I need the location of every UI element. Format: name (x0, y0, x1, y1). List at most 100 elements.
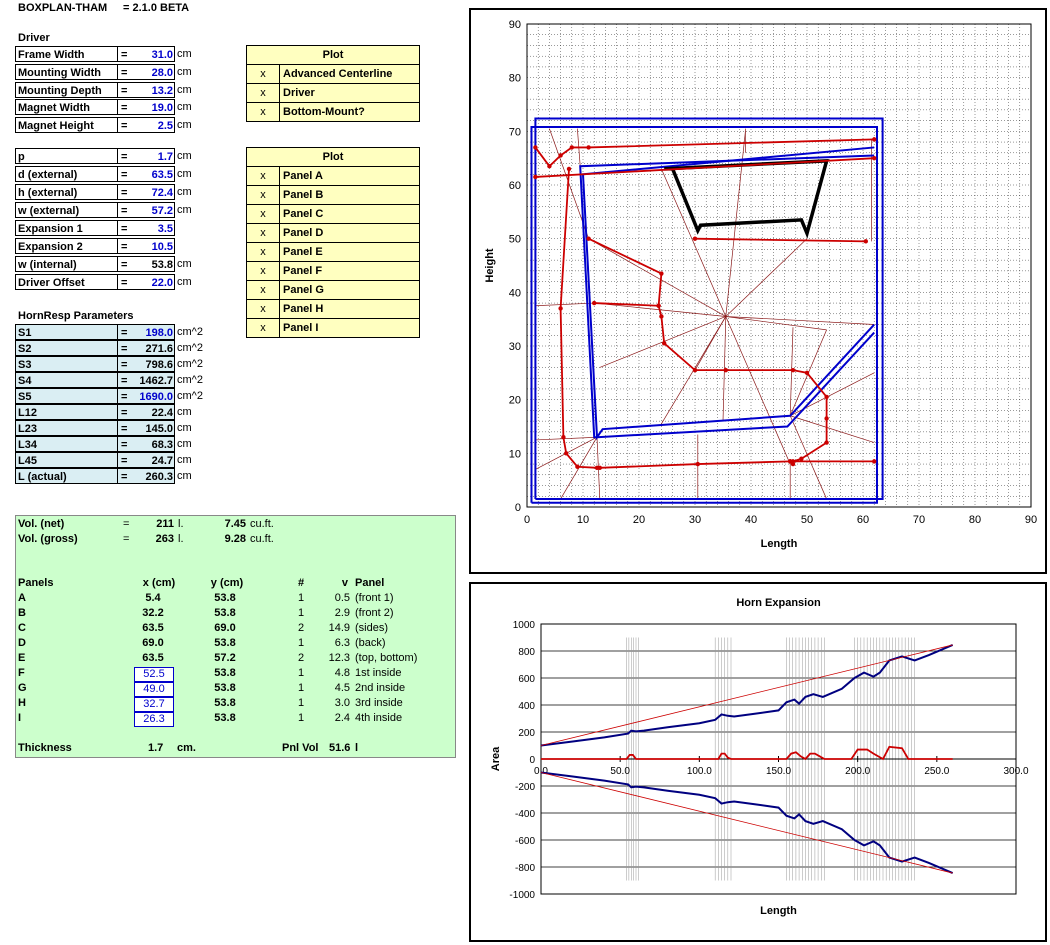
param-value[interactable]: 68.3 (133, 436, 175, 452)
plot-option-label: Panel E (283, 246, 323, 258)
param-value[interactable]: 22.4 (133, 404, 175, 420)
panel-x[interactable]: 52.5 (134, 667, 174, 682)
panels-block: Vol. (net) = 211 l. 7.45 cu.ft. Vol. (gr… (15, 515, 456, 758)
plot-option-checkbox[interactable]: x (247, 205, 280, 223)
series-line-6 (535, 157, 875, 178)
panel-x[interactable]: 32.7 (134, 697, 174, 712)
plot-option-row[interactable]: x Panel D (247, 224, 419, 243)
panel-y: 53.8 (214, 607, 236, 619)
param-value[interactable]: 24.7 (133, 452, 175, 468)
plot-option-checkbox[interactable]: x (247, 167, 280, 185)
param-value[interactable]: 53.8 (133, 256, 175, 272)
plot-option-checkbox[interactable]: x (247, 319, 280, 337)
data-point (659, 271, 664, 276)
param-label: L45 (15, 452, 118, 468)
plot-option-checkbox[interactable]: x (247, 84, 280, 102)
param-value[interactable]: 198.0 (133, 324, 175, 340)
param-row: L12 = 22.4 cm (15, 404, 235, 420)
panels-header-x: x (cm) (142, 577, 176, 589)
panel-count: 2 (297, 652, 305, 664)
param-row: Driver Offset = 22.0 cm (15, 274, 235, 290)
param-value[interactable]: 271.6 (133, 340, 175, 356)
param-unit: cm (177, 454, 192, 466)
param-value[interactable]: 10.5 (133, 238, 175, 254)
param-value[interactable]: 57.2 (133, 202, 175, 218)
y-tick-label: 60 (509, 180, 521, 192)
param-value[interactable]: 13.2 (133, 81, 175, 98)
plot-option-row[interactable]: x Panel H (247, 300, 419, 319)
plot-option-checkbox[interactable]: x (247, 103, 280, 121)
plot-option-checkbox[interactable]: x (247, 300, 280, 318)
plot-option-row[interactable]: x Panel C (247, 205, 419, 224)
panel-y: 53.8 (214, 637, 236, 649)
pnlvol-unit: l (355, 742, 359, 754)
param-row: w (internal) = 53.8 cm (15, 256, 235, 272)
param-value[interactable]: 1.7 (133, 148, 175, 164)
param-value[interactable]: 145.0 (133, 420, 175, 436)
param-value[interactable]: 28.0 (133, 63, 175, 80)
plot-option-row[interactable]: x Panel A (247, 167, 419, 186)
x-tick-label: 0.0 (534, 766, 548, 777)
param-row: d (external) = 63.5 cm (15, 166, 235, 182)
param-unit: cm^2 (177, 342, 203, 354)
panel-name: D (18, 637, 26, 649)
param-unit: cm (177, 276, 192, 288)
param-value[interactable]: 63.5 (133, 166, 175, 182)
plot-option-row[interactable]: x Panel E (247, 243, 419, 262)
plot-option-row[interactable]: x Panel B (247, 186, 419, 205)
param-value[interactable]: 1462.7 (133, 372, 175, 388)
panels-header-v: v (341, 577, 348, 589)
panel-volume: 12.3 (328, 652, 350, 664)
param-value[interactable]: 19.0 (133, 99, 175, 116)
panels-header-count: # (297, 577, 305, 589)
plot-option-checkbox[interactable]: x (247, 243, 280, 261)
plot-option-row[interactable]: x Advanced Centerline (247, 65, 419, 84)
param-value[interactable]: 798.6 (133, 356, 175, 372)
panel-desc: 3rd inside (355, 697, 403, 709)
data-point (561, 435, 566, 440)
param-value[interactable]: 22.0 (133, 274, 175, 290)
data-point (586, 145, 591, 150)
horn-expansion-chart[interactable]: Horn Expansion 1000 800 600 400 200 0 -200 -400 -… (469, 582, 1047, 942)
plot-option-row[interactable]: x Panel G (247, 281, 419, 300)
plot-option-checkbox[interactable]: x (247, 281, 280, 299)
plot-option-row[interactable]: x Panel I (247, 319, 419, 337)
x-tick-label: 300.0 (1003, 766, 1028, 777)
param-row: S1 = 198.0 cm^2 (15, 324, 235, 340)
panel-desc: (sides) (355, 622, 389, 634)
y-tick-label: 600 (518, 674, 535, 685)
panel-x[interactable]: 49.0 (134, 682, 174, 697)
plot-option-row[interactable]: x Bottom-Mount? (247, 103, 419, 121)
data-point (824, 416, 829, 421)
param-value[interactable]: 31.0 (133, 46, 175, 62)
y-tick-label: -600 (515, 836, 535, 847)
param-label: Magnet Width (15, 99, 118, 116)
plot-option-checkbox[interactable]: x (247, 186, 280, 204)
x-tick-label: 100.0 (687, 766, 712, 777)
data-point (558, 306, 563, 311)
panel-volume: 4.5 (334, 682, 350, 694)
panel-x[interactable]: 26.3 (134, 712, 174, 727)
plot-header: Plot (247, 46, 419, 65)
param-value[interactable]: 3.5 (133, 220, 175, 236)
plot-option-label: Driver (283, 87, 315, 99)
panel-y: 53.8 (214, 712, 236, 724)
plot-option-row[interactable]: x Driver (247, 84, 419, 103)
plot-option-checkbox[interactable]: x (247, 262, 280, 280)
driver-heading: Driver (18, 32, 50, 44)
param-label: Magnet Height (15, 117, 118, 134)
param-unit: cm (177, 470, 192, 482)
plot-option-row[interactable]: x Panel F (247, 262, 419, 281)
param-value[interactable]: 260.3 (133, 468, 175, 484)
plot-option-checkbox[interactable]: x (247, 65, 280, 83)
param-value[interactable]: 1690.0 (133, 388, 175, 404)
param-value[interactable]: 72.4 (133, 184, 175, 200)
pnlvol-value: 51.6 (329, 742, 351, 754)
x-tick-label: 10 (577, 514, 589, 526)
data-point (586, 236, 591, 241)
plot-option-label: Panel G (283, 284, 324, 296)
box-plan-chart[interactable]: 0 10 20 30 40 50 60 70 80 90 0 10 20 30 40 50 60 70 80 90 Le… (469, 8, 1047, 574)
plot-option-checkbox[interactable]: x (247, 224, 280, 242)
panel-volume: 0.5 (334, 592, 350, 604)
param-value[interactable]: 2.5 (133, 117, 175, 134)
